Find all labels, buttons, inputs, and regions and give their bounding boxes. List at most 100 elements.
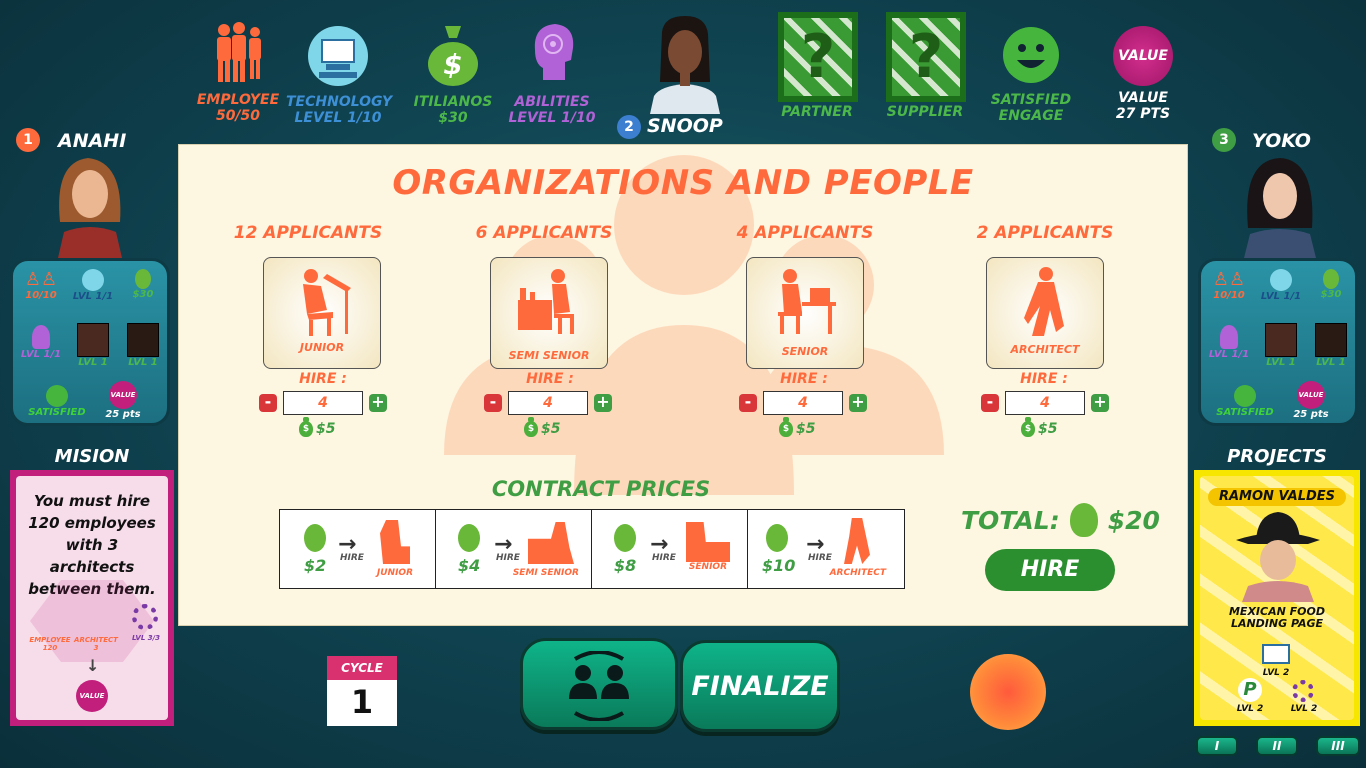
project-card[interactable]: RAMON VALDES MEXICAN FOOD LANDING PAGE L… — [1194, 470, 1360, 726]
center-player-number: 2 — [617, 115, 641, 139]
supplier-card[interactable]: ? — [886, 12, 966, 102]
left-partner: LVL 1 — [71, 323, 115, 368]
smiley-icon — [46, 385, 68, 407]
project-tab-3[interactable]: III — [1316, 736, 1360, 756]
applicants-junior: 12 APPLICANTS — [233, 223, 383, 243]
mission-text: You must hire 120 employees with 3 archi… — [28, 492, 156, 598]
right-employees: ♙♙ 10/10 — [1207, 269, 1251, 301]
designer-icon — [380, 520, 410, 564]
left-employees: ♙♙ 10/10 — [19, 269, 63, 301]
hire-label-architect: HIRE : — [1020, 371, 1068, 387]
project-req2: LVL 2 — [1236, 704, 1264, 714]
finalize-button[interactable]: FINALIZE — [680, 640, 840, 732]
partner-card[interactable]: ? — [778, 12, 858, 102]
cycle-value: 1 — [350, 683, 374, 721]
role-card-junior[interactable]: JUNIOR — [263, 257, 381, 369]
role-card-architect[interactable]: ARCHITECT — [986, 257, 1104, 369]
decrease-architect-button[interactable]: - — [981, 394, 999, 412]
left-player-avatar[interactable] — [36, 152, 144, 258]
desk-worker-icon — [528, 522, 574, 564]
decrease-semi-senior-button[interactable]: - — [484, 394, 502, 412]
qty-architect-input[interactable]: 4 — [1005, 391, 1085, 415]
hire-label-senior: HIRE : — [780, 371, 828, 387]
p-logo-icon: P — [1238, 678, 1262, 702]
employees-icon — [217, 22, 261, 82]
contract-senior: $8 → HIRE SENIOR — [592, 510, 748, 588]
value-badge-icon: VALUE — [1297, 381, 1325, 409]
supplier-label: SUPPLIER — [886, 104, 964, 120]
hire-label-semi-senior: HIRE : — [526, 371, 574, 387]
qty-semi-senior-input[interactable]: 4 — [508, 391, 588, 415]
project-tab-2[interactable]: II — [1256, 736, 1298, 756]
partner-avatar — [77, 323, 109, 357]
qty-junior-input[interactable]: 4 — [283, 391, 363, 415]
laptop-worker-icon — [686, 522, 730, 562]
qty-senior-input[interactable]: 4 — [763, 391, 843, 415]
increase-architect-button[interactable]: + — [1091, 394, 1109, 412]
stat-value: VALUE VALUE 27 PTS — [1100, 26, 1186, 122]
hire-button[interactable]: HIRE — [985, 549, 1115, 591]
mission-req-level: LVL 3/3 — [131, 634, 161, 642]
arrow-right-icon: → — [806, 532, 825, 557]
employees-icon: ♙♙ — [1212, 269, 1246, 290]
center-player-name: SNOOP — [647, 115, 723, 137]
value-badge-icon: VALUE — [109, 381, 137, 409]
stat-technology-label: TECHNOLOGY — [286, 94, 393, 110]
brain-head-icon — [534, 24, 574, 80]
role-name-architect: ARCHITECT — [1010, 343, 1080, 356]
money-bag-icon: $ — [299, 417, 313, 437]
mission-req-employee: EMPLOYEE 120 — [29, 636, 71, 652]
center-player-avatar[interactable] — [640, 12, 730, 114]
project-name: MEXICAN FOOD LANDING PAGE — [1228, 605, 1325, 630]
designer-icon — [303, 269, 351, 336]
computer-icon — [82, 269, 104, 291]
supplier-avatar — [1315, 323, 1347, 357]
increase-junior-button[interactable]: + — [369, 394, 387, 412]
increase-senior-button[interactable]: + — [849, 394, 867, 412]
total-label: TOTAL: — [961, 505, 1060, 535]
money-bag-icon: $ — [1021, 417, 1035, 437]
organizations-panel: ORGANIZATIONS AND PEOPLE 12 APPLICANTS J… — [178, 144, 1188, 626]
down-arrow-icon: ↓ — [86, 656, 100, 675]
stat-itilianos-value: $30 — [438, 110, 468, 126]
hire-label-junior: HIRE : — [299, 371, 347, 387]
decrease-senior-button[interactable]: - — [739, 394, 757, 412]
project-person: RAMON VALDES — [1208, 488, 1346, 506]
question-mark-icon: ? — [800, 22, 836, 92]
increase-semi-senior-button[interactable]: + — [594, 394, 612, 412]
price-junior: $ $5 — [299, 417, 335, 437]
role-card-senior[interactable]: SENIOR — [746, 257, 864, 369]
value-badge-icon: VALUE — [1113, 26, 1173, 86]
qty-senior: - 4 + — [739, 391, 867, 415]
gear-icon — [132, 604, 158, 630]
anahi-portrait — [58, 158, 122, 258]
swap-players-button[interactable] — [520, 638, 678, 730]
mission-card[interactable]: You must hire 120 employees with 3 archi… — [10, 470, 174, 726]
project-req3: LVL 2 — [1290, 704, 1318, 714]
left-supplier: LVL 1 — [121, 323, 165, 368]
left-money: $30 — [121, 269, 165, 300]
applicants-architect: 2 APPLICANTS — [976, 223, 1114, 243]
stat-value-value: 27 PTS — [1115, 106, 1171, 122]
smiley-icon — [1234, 385, 1256, 407]
role-card-semi-senior[interactable]: SEMI SENIOR — [490, 257, 608, 369]
right-player-name: YOKO — [1252, 130, 1311, 152]
partner-label: PARTNER — [781, 104, 853, 120]
status-orb[interactable] — [970, 654, 1046, 730]
left-value: VALUE 25 pts — [93, 381, 153, 420]
decrease-junior-button[interactable]: - — [259, 394, 277, 412]
money-bag-icon — [458, 524, 480, 552]
right-player-avatar[interactable] — [1226, 152, 1334, 258]
stat-technology-value: LEVEL 1/10 — [294, 110, 382, 126]
money-bag-icon: $ — [779, 417, 793, 437]
qty-semi-senior: - 4 + — [484, 391, 612, 415]
left-satisfied: SATISFIED — [27, 385, 87, 418]
panel-title: ORGANIZATIONS AND PEOPLE — [392, 163, 974, 203]
applicants-semi-senior: 6 APPLICANTS — [475, 223, 613, 243]
money-bag-icon — [766, 524, 788, 552]
arrow-right-icon: → — [650, 532, 669, 557]
price-semi-senior: $ $5 — [524, 417, 560, 437]
project-tab-1[interactable]: I — [1196, 736, 1238, 756]
laptop-worker-icon — [778, 269, 836, 334]
projects-title: PROJECTS — [1227, 446, 1327, 467]
